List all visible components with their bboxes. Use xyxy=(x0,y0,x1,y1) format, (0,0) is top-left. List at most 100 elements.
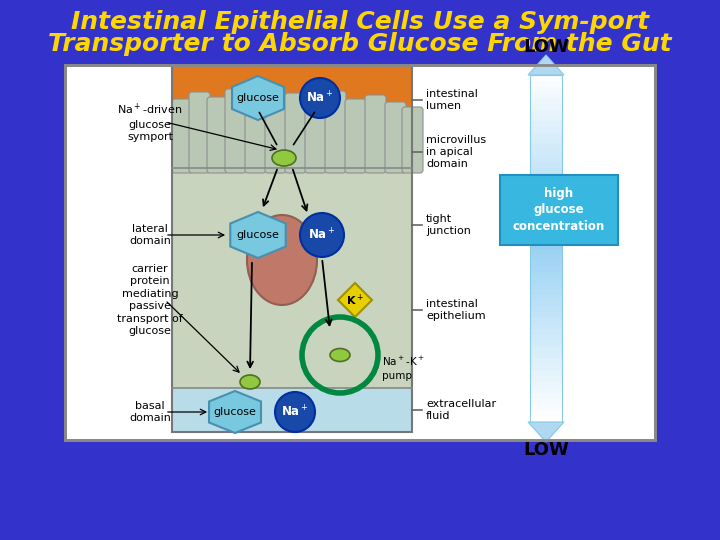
Bar xyxy=(530,369,562,376)
Text: microvillus
in apical
domain: microvillus in apical domain xyxy=(426,134,486,170)
Bar xyxy=(530,335,562,341)
FancyBboxPatch shape xyxy=(345,99,366,173)
Bar xyxy=(530,237,562,242)
Bar xyxy=(530,202,562,208)
Text: extracellular
fluid: extracellular fluid xyxy=(426,399,496,421)
Bar xyxy=(530,248,562,254)
Bar xyxy=(530,254,562,260)
Bar xyxy=(530,173,562,179)
Text: glucose: glucose xyxy=(237,230,279,240)
Bar xyxy=(530,80,562,86)
Text: Na$^+$: Na$^+$ xyxy=(308,227,336,242)
Bar xyxy=(530,306,562,312)
Bar xyxy=(530,144,562,150)
Bar xyxy=(530,277,562,283)
FancyBboxPatch shape xyxy=(245,95,266,173)
Bar xyxy=(530,150,562,156)
Bar xyxy=(530,363,562,370)
Bar xyxy=(530,404,562,410)
Text: tight
junction: tight junction xyxy=(426,214,471,236)
FancyBboxPatch shape xyxy=(189,92,210,173)
Ellipse shape xyxy=(240,375,260,389)
Bar xyxy=(530,329,562,335)
Bar xyxy=(530,399,562,404)
Text: LOW: LOW xyxy=(523,441,569,459)
Bar xyxy=(530,132,562,139)
Text: intestinal
lumen: intestinal lumen xyxy=(426,89,478,111)
Bar xyxy=(530,300,562,306)
Text: Transporter to Absorb Glucose From the Gut: Transporter to Absorb Glucose From the G… xyxy=(48,32,672,56)
Bar xyxy=(172,168,412,388)
Bar xyxy=(530,190,562,197)
FancyBboxPatch shape xyxy=(207,97,228,173)
Text: lateral
domain: lateral domain xyxy=(129,224,171,246)
Text: glucose: glucose xyxy=(237,93,279,103)
Bar xyxy=(530,213,562,220)
FancyBboxPatch shape xyxy=(285,93,306,173)
Circle shape xyxy=(275,392,315,432)
Bar xyxy=(530,260,562,266)
Polygon shape xyxy=(338,283,372,317)
Text: Na$^+$: Na$^+$ xyxy=(306,90,334,106)
Bar xyxy=(530,381,562,387)
Bar xyxy=(530,416,562,422)
Bar xyxy=(530,341,562,347)
Polygon shape xyxy=(209,391,261,433)
FancyBboxPatch shape xyxy=(402,107,423,173)
Bar xyxy=(530,294,562,301)
Bar xyxy=(530,219,562,225)
Bar xyxy=(65,65,655,440)
FancyBboxPatch shape xyxy=(385,102,406,173)
Bar xyxy=(530,179,562,185)
Bar xyxy=(172,65,412,168)
Ellipse shape xyxy=(272,150,296,166)
Bar xyxy=(530,358,562,364)
Text: Na$^+$-driven
glucose
symport: Na$^+$-driven glucose symport xyxy=(117,102,183,142)
Bar xyxy=(530,323,562,329)
Bar xyxy=(530,265,562,272)
Text: Intestinal Epithelial Cells Use a Sym-port: Intestinal Epithelial Cells Use a Sym-po… xyxy=(71,10,649,34)
Bar xyxy=(530,352,562,359)
Text: Na$^+$-K$^+$
pump: Na$^+$-K$^+$ pump xyxy=(382,355,425,381)
Bar xyxy=(530,167,562,173)
Polygon shape xyxy=(232,76,284,120)
Bar xyxy=(65,65,655,440)
Bar xyxy=(500,175,618,245)
Circle shape xyxy=(300,78,340,118)
Bar xyxy=(530,225,562,231)
Bar xyxy=(530,387,562,393)
Bar xyxy=(530,410,562,416)
Ellipse shape xyxy=(247,215,317,305)
Bar xyxy=(530,126,562,133)
Bar xyxy=(530,312,562,318)
Text: LOW: LOW xyxy=(523,38,569,56)
Bar xyxy=(530,184,562,191)
Bar xyxy=(530,75,562,81)
Bar xyxy=(530,283,562,289)
FancyBboxPatch shape xyxy=(305,97,326,173)
Bar xyxy=(530,104,562,110)
Text: glucose: glucose xyxy=(214,407,256,417)
Bar xyxy=(530,92,562,98)
Text: basal
domain: basal domain xyxy=(129,401,171,423)
FancyBboxPatch shape xyxy=(365,95,386,173)
FancyBboxPatch shape xyxy=(325,91,346,173)
Bar xyxy=(530,138,562,144)
Text: carrier
protein
mediating
passive
transport of
glucose: carrier protein mediating passive transp… xyxy=(117,264,183,336)
Bar xyxy=(530,346,562,353)
Bar xyxy=(530,231,562,237)
Polygon shape xyxy=(528,55,564,75)
Bar xyxy=(530,161,562,167)
Bar xyxy=(530,98,562,104)
Text: high
glucose
concentration: high glucose concentration xyxy=(513,186,605,233)
Ellipse shape xyxy=(330,348,350,361)
Circle shape xyxy=(300,213,344,257)
Bar xyxy=(530,156,562,162)
Bar xyxy=(530,288,562,295)
FancyBboxPatch shape xyxy=(172,99,193,173)
Bar xyxy=(530,75,562,422)
Bar xyxy=(530,86,562,92)
Bar xyxy=(172,388,412,432)
FancyBboxPatch shape xyxy=(265,102,286,173)
Text: Na$^+$: Na$^+$ xyxy=(282,404,309,420)
